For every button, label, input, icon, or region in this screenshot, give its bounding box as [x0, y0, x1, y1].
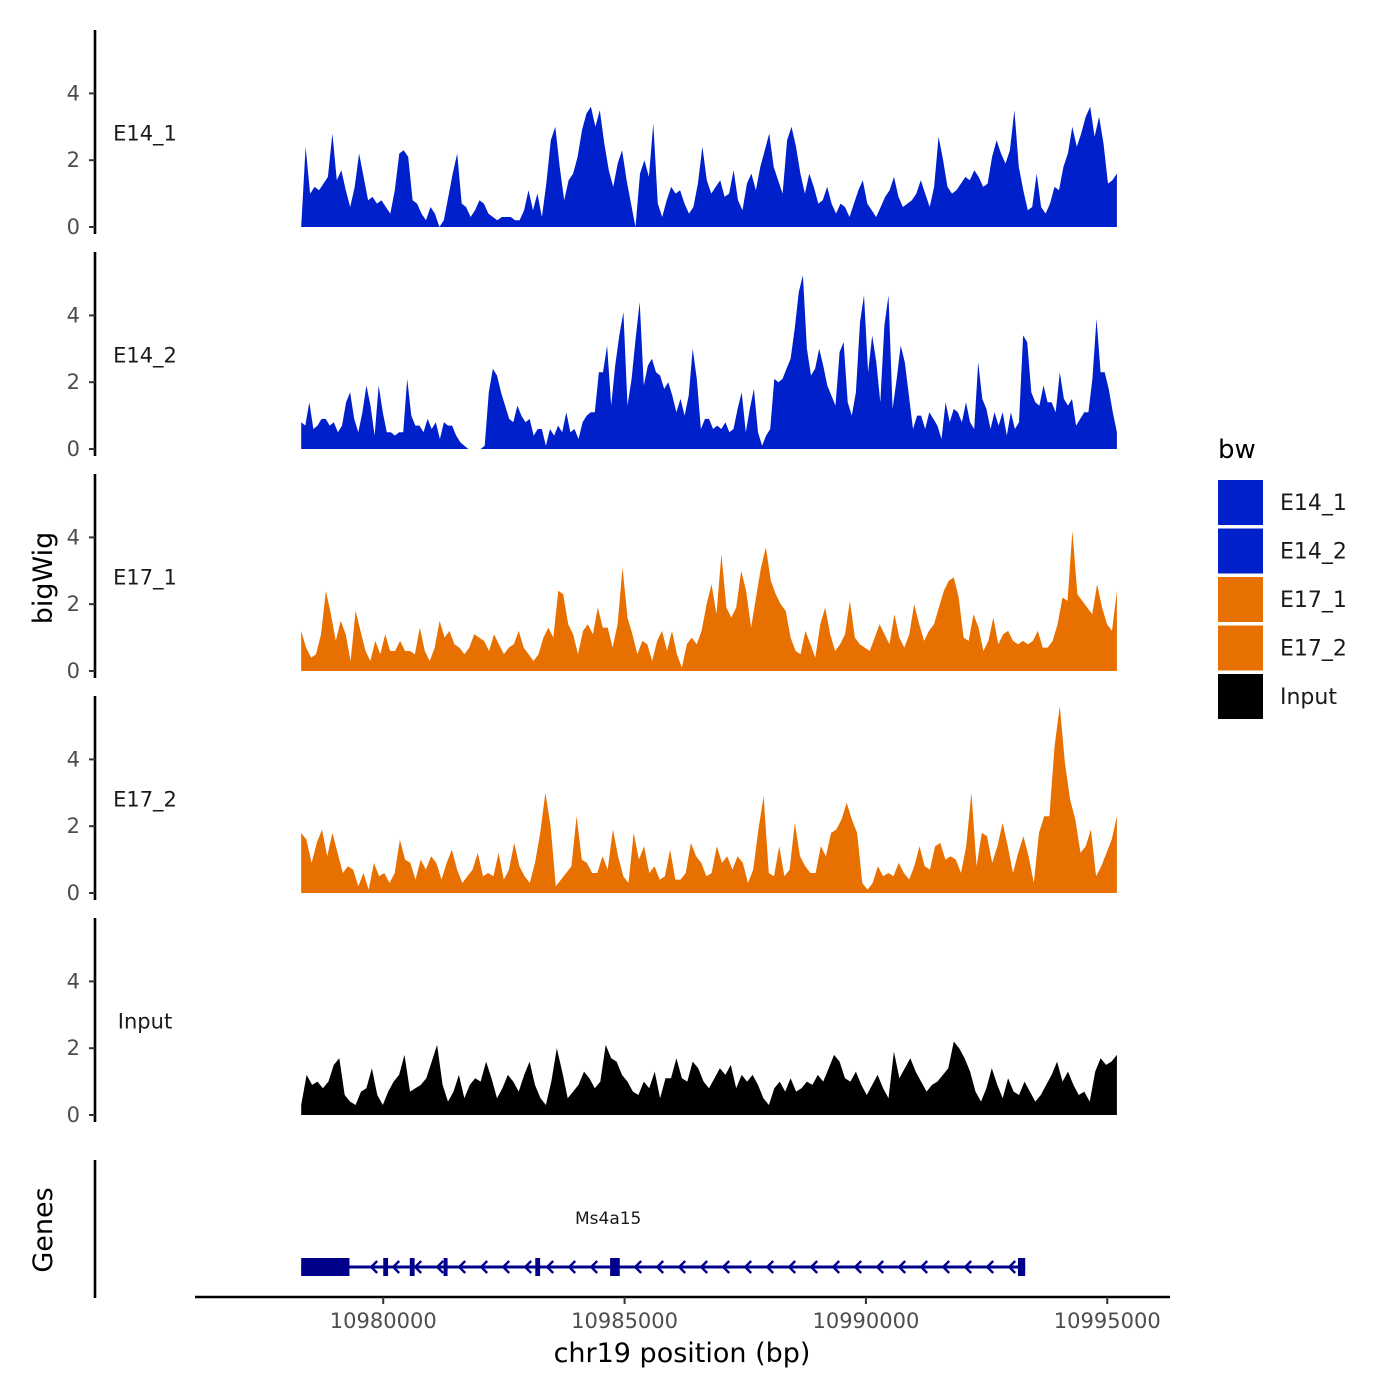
y-tick-label: 2: [67, 814, 80, 838]
legend-swatch: [1218, 528, 1263, 574]
strand-arrow: [941, 1260, 951, 1274]
coverage-area: [301, 275, 1117, 449]
y-tick-label: 0: [67, 1103, 80, 1127]
strand-arrow: [479, 1260, 489, 1274]
gene-ms4a15: Ms4a15: [301, 1209, 1026, 1276]
gene-track: Ms4a15: [93, 1160, 1026, 1298]
legend-label: Input: [1280, 685, 1337, 710]
coverage-area: [301, 1041, 1117, 1115]
legend-label: E14_2: [1280, 540, 1347, 565]
strand-arrow: [787, 1260, 797, 1274]
strand-arrow: [391, 1260, 401, 1274]
x-axis-title: chr19 position (bp): [554, 1338, 811, 1369]
track-label: E17_2: [113, 787, 177, 812]
gene-name-label: Ms4a15: [575, 1209, 641, 1229]
y-tick-label: 0: [67, 437, 80, 461]
strand-arrow: [655, 1260, 665, 1274]
strand-arrow: [809, 1260, 819, 1274]
strand-arrow: [677, 1260, 687, 1274]
gene-exon: [301, 1258, 350, 1276]
gene-exon: [610, 1258, 620, 1276]
track-e14-1: 0 2 4 E14_1: [67, 30, 1117, 239]
strand-arrow: [369, 1260, 379, 1274]
legend-swatch: [1218, 480, 1263, 525]
y-tick-label: 2: [67, 1036, 80, 1060]
strand-arrow: [457, 1260, 467, 1274]
y-tick-label: 4: [67, 969, 80, 993]
gene-exon: [409, 1258, 415, 1276]
strand-arrow: [523, 1260, 533, 1274]
legend-label: E14_1: [1280, 491, 1347, 516]
strand-arrow: [919, 1260, 929, 1274]
legend-title: bw: [1218, 435, 1256, 465]
strand-arrow: [743, 1260, 753, 1274]
strand-arrow: [435, 1260, 445, 1274]
genes-track-title: Genes: [28, 1187, 59, 1272]
coverage-area: [301, 530, 1117, 671]
gene-exon: [535, 1258, 541, 1276]
track-e17-2: 0 2 4 E17_2: [67, 696, 1117, 905]
track-label: E17_1: [113, 565, 177, 590]
y-tick-label: 0: [67, 881, 80, 905]
gene-exon: [383, 1258, 389, 1276]
y-tick-label: 4: [67, 81, 80, 105]
strand-arrow: [831, 1260, 841, 1274]
track-label: Input: [118, 1009, 172, 1033]
legend-label: E17_1: [1280, 588, 1347, 613]
strand-arrow: [699, 1260, 709, 1274]
strand-arrow: [1007, 1260, 1017, 1274]
strand-arrow: [633, 1260, 643, 1274]
track-e17-1: 0 2 4 E17_1: [67, 474, 1117, 683]
y-tick-label: 2: [67, 592, 80, 616]
y-tick-label: 2: [67, 148, 80, 172]
strand-arrow: [413, 1260, 423, 1274]
strand-arrow: [765, 1260, 775, 1274]
strand-arrow: [875, 1260, 885, 1274]
track-input: 0 2 4 Input: [67, 918, 1117, 1127]
coverage-tracks: 0 2 4 E14_1 0 2 4 E14_2 0 2 4 E17_1 0 2 4 E17_2 0 2 4 Input: [67, 30, 1117, 1127]
gene-exon: [443, 1258, 448, 1276]
track-label: E14_2: [113, 343, 177, 368]
strand-arrow: [985, 1260, 995, 1274]
strand-arrow: [721, 1260, 731, 1274]
y-tick-label: 4: [67, 747, 80, 771]
coverage-area: [301, 706, 1117, 893]
strand-arrow: [501, 1260, 511, 1274]
strand-arrow: [545, 1260, 555, 1274]
strand-arrow: [897, 1260, 907, 1274]
y-tick-label: 0: [67, 659, 80, 683]
y-axis-title: bigWig: [28, 532, 59, 625]
x-axis: 10980000 10985000 10990000 10995000: [195, 1295, 1170, 1333]
coverage-area: [301, 106, 1117, 227]
x-tick-label: 10985000: [571, 1309, 678, 1333]
track-label: E14_1: [113, 121, 177, 146]
track-e14-2: 0 2 4 E14_2: [67, 252, 1117, 461]
y-tick-label: 2: [67, 370, 80, 394]
y-tick-label: 0: [67, 215, 80, 239]
x-tick-label: 10995000: [1054, 1309, 1161, 1333]
strand-arrow: [963, 1260, 973, 1274]
strand-arrow: [853, 1260, 863, 1274]
strand-arrow: [567, 1260, 577, 1274]
gene-exon: [1017, 1258, 1026, 1276]
y-tick-label: 4: [67, 303, 80, 327]
strand-arrow: [589, 1260, 599, 1274]
legend-label: E17_2: [1280, 637, 1347, 662]
legend-swatch: [1218, 577, 1263, 622]
y-tick-label: 4: [67, 525, 80, 549]
x-tick-label: 10990000: [812, 1309, 919, 1333]
legend-swatch: [1218, 674, 1263, 719]
x-tick-label: 10980000: [330, 1309, 437, 1333]
legend: bw E14_1 E14_2 E17_1 E17_2 Input: [1218, 435, 1347, 719]
legend-swatch: [1218, 625, 1263, 671]
